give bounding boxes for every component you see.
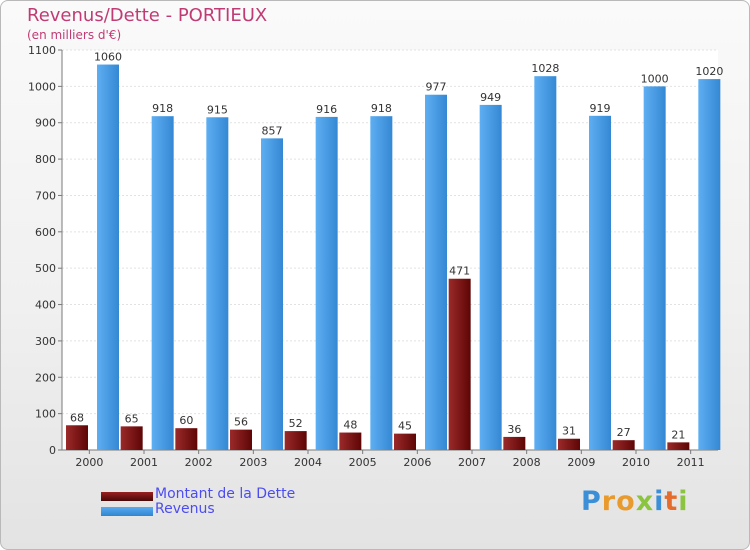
chart-subtitle: (en milliers d'€) <box>27 28 122 42</box>
label-revenus-2002: 915 <box>207 103 228 116</box>
bar-dette-2006 <box>394 433 416 450</box>
label-dette-2000: 68 <box>70 411 84 424</box>
label-dette-2008: 36 <box>507 423 521 436</box>
label-dette-2011: 21 <box>671 428 685 441</box>
label-revenus-2005: 918 <box>371 102 392 115</box>
y-tick-label: 0 <box>49 444 56 457</box>
bar-revenus-2003 <box>261 138 283 450</box>
bar-dette-2003 <box>230 429 252 450</box>
bar-dette-2000 <box>66 425 88 450</box>
bar-dette-2004 <box>284 431 307 450</box>
x-tick-label-2002: 2002 <box>185 456 213 469</box>
bar-revenus-2007 <box>479 104 502 450</box>
x-tick-label-2009: 2009 <box>567 456 595 469</box>
x-tick-label-2011: 2011 <box>677 456 705 469</box>
label-revenus-2010: 1000 <box>641 72 669 85</box>
bar-dette-2011 <box>667 442 690 450</box>
label-revenus-2008: 1028 <box>531 62 559 75</box>
label-revenus-2003: 857 <box>262 124 283 137</box>
x-tick-label-2003: 2003 <box>239 456 267 469</box>
label-revenus-2004: 916 <box>316 103 337 116</box>
bar-dette-2007 <box>448 278 471 450</box>
label-revenus-2000: 1060 <box>94 51 122 64</box>
x-tick-label-2004: 2004 <box>294 456 322 469</box>
legend-label-revenus: Revenus <box>155 501 215 517</box>
chart-title: Revenus/Dette - PORTIEUX <box>27 5 268 26</box>
y-tick-label: 900 <box>35 117 56 130</box>
label-dette-2005: 48 <box>343 419 357 432</box>
bar-revenus-2006 <box>425 94 447 451</box>
label-dette-2004: 52 <box>289 417 303 430</box>
legend-label-dette: Montant de la Dette <box>155 486 296 502</box>
bar-revenus-2004 <box>315 116 338 450</box>
y-tick-label: 1000 <box>28 80 56 93</box>
x-tick-label-2008: 2008 <box>513 456 541 469</box>
label-dette-2006: 45 <box>398 420 412 433</box>
y-tick-label: 300 <box>35 335 56 348</box>
logo-letter: i <box>678 486 689 517</box>
bar-revenus-2002 <box>206 117 229 450</box>
x-tick-label-2006: 2006 <box>403 456 431 469</box>
bar-revenus-2008 <box>534 76 557 450</box>
proxiti-logo: Proxiti <box>581 486 689 517</box>
label-revenus-2001: 918 <box>152 102 173 115</box>
x-tick-label-2005: 2005 <box>349 456 377 469</box>
x-tick-label-2010: 2010 <box>622 456 650 469</box>
bar-revenus-2010 <box>643 86 666 450</box>
bar-dette-2010 <box>612 440 635 450</box>
y-tick-label: 500 <box>35 262 56 275</box>
label-dette-2002: 60 <box>179 414 193 427</box>
y-tick-label: 400 <box>35 299 56 312</box>
y-tick-label: 200 <box>35 371 56 384</box>
bar-revenus-2001 <box>151 116 174 450</box>
legend-swatch-revenus <box>101 507 153 516</box>
label-revenus-2006: 977 <box>426 81 447 94</box>
label-dette-2010: 27 <box>617 426 631 439</box>
x-tick-label-2007: 2007 <box>458 456 486 469</box>
label-dette-2001: 65 <box>125 412 139 425</box>
logo-letter: t <box>664 486 679 517</box>
bar-revenus-2000 <box>97 64 119 450</box>
label-dette-2009: 31 <box>562 425 576 438</box>
label-revenus-2011: 1020 <box>695 65 723 78</box>
y-tick-label: 700 <box>35 189 56 202</box>
x-tick-label-2001: 2001 <box>130 456 158 469</box>
logo-letter: x <box>635 486 655 517</box>
bar-revenus-2005 <box>370 116 393 450</box>
label-dette-2007: 471 <box>449 265 470 278</box>
bar-revenus-2011 <box>698 79 721 450</box>
bar-dette-2002 <box>175 428 198 450</box>
label-revenus-2009: 919 <box>590 102 611 115</box>
logo-letter: r <box>601 486 617 517</box>
logo-letter: i <box>654 486 665 517</box>
bar-dette-2001 <box>120 426 143 450</box>
bar-revenus-2009 <box>589 115 611 451</box>
x-tick-label-2000: 2000 <box>75 456 103 469</box>
label-dette-2003: 56 <box>234 416 248 429</box>
bar-dette-2005 <box>339 432 362 450</box>
bar-dette-2009 <box>558 438 580 450</box>
y-tick-label: 800 <box>35 153 56 166</box>
logo-letter: P <box>581 486 602 517</box>
legend-swatch-dette <box>101 492 153 501</box>
y-tick-label: 1100 <box>28 44 56 57</box>
label-revenus-2007: 949 <box>480 91 501 104</box>
y-tick-label: 100 <box>35 408 56 421</box>
bar-dette-2008 <box>503 436 526 450</box>
y-tick-label: 600 <box>35 226 56 239</box>
logo-letter: o <box>616 486 636 517</box>
